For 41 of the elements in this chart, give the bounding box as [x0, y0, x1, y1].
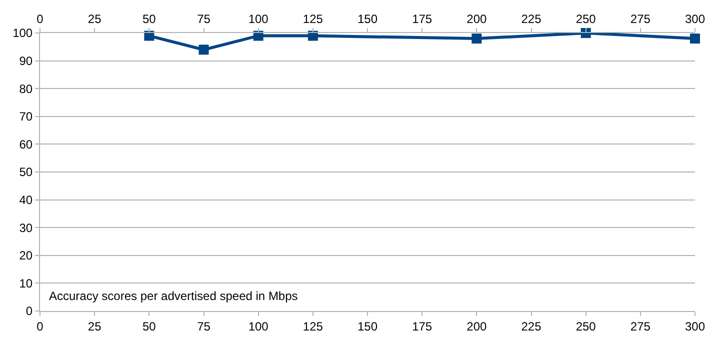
annotation: Accuracy scores per advertised speed in Mbps	[49, 289, 298, 303]
x-tick-label: 175	[412, 12, 432, 26]
x2-tick-label: 50	[142, 319, 156, 334]
y-tick-label: 30	[19, 220, 33, 235]
x-tick-label: 125	[302, 12, 324, 26]
y-tick-label: 10	[19, 276, 33, 290]
y-tick-label: 100	[12, 26, 33, 40]
y-tick-label: 60	[19, 137, 33, 152]
y-tick-label: 80	[19, 82, 33, 96]
x2-tick-label: 25	[88, 319, 102, 334]
x2-tick-label: 0	[36, 319, 44, 334]
x2-tick-label: 275	[630, 319, 651, 334]
x-tick-label: 150	[357, 12, 378, 26]
point	[690, 34, 700, 44]
x-tick-label: 25	[88, 12, 102, 26]
x2-tick-label: 125	[302, 319, 324, 334]
x-tick-label: 50	[142, 12, 156, 26]
x-tick-label: 200	[466, 12, 487, 26]
x2-tick-label: 150	[357, 319, 378, 334]
x2-tick-label: 200	[466, 319, 487, 334]
x-tick-label: 250	[576, 12, 596, 26]
y-tick-label: 90	[19, 54, 33, 68]
point	[198, 44, 209, 55]
y-tick-label: 0	[26, 304, 33, 318]
x2-tick-label: 75	[197, 319, 211, 334]
x-tick-label: 225	[521, 12, 542, 26]
y-tick-label: 40	[19, 193, 33, 207]
x2-tick-label: 175	[412, 319, 432, 334]
y-tick-label: 20	[19, 248, 33, 263]
y-tick-label: 50	[19, 165, 33, 180]
x2-tick-label: 300	[684, 319, 706, 334]
x-tick-label: 300	[684, 12, 706, 26]
x2-tick-label: 100	[248, 319, 269, 334]
point	[472, 34, 482, 44]
x-tick-label: 100	[248, 12, 269, 26]
x2-tick-label: 250	[576, 319, 596, 334]
x-tick-label: 275	[630, 12, 651, 26]
y-tick-label: 70	[19, 110, 33, 124]
x-tick-label: 0	[36, 12, 44, 26]
x2-tick-label: 225	[521, 319, 542, 334]
x-tick-label: 75	[197, 12, 211, 26]
